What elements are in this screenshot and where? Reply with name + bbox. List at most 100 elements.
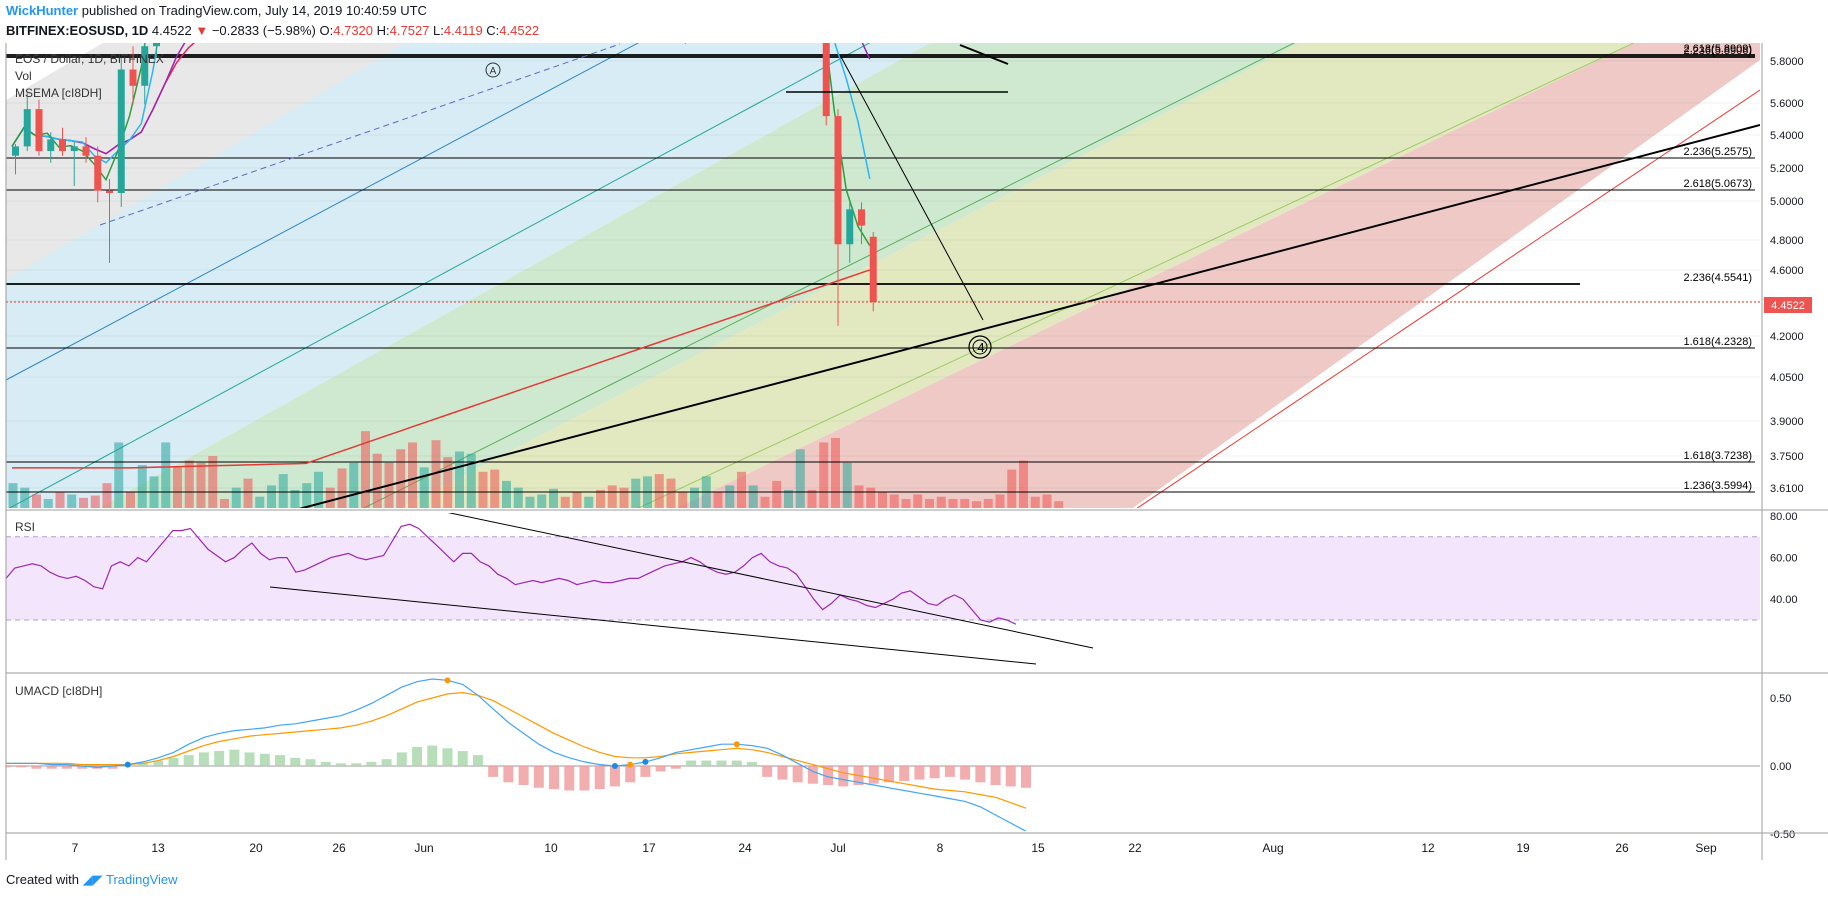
macd-hist-bar (442, 748, 453, 766)
volume-bar (102, 483, 112, 508)
volume-bar (748, 485, 758, 508)
volume-bar (725, 485, 735, 508)
volume-bar (948, 498, 958, 508)
price-axis-label: 3.9000 (1770, 416, 1804, 428)
price-axis[interactable]: 5.8000 5.6000 5.4000 5.2000 5.0000 4.8000 4.60… (1770, 56, 1804, 495)
fib-label: 2.618(5.8909) (1684, 43, 1753, 55)
price-axis-label: 5.0000 (1770, 196, 1804, 208)
footer: Created with ◢◤ TradingView (6, 872, 178, 888)
macd-hist-bar (6, 766, 11, 768)
time-axis-label: 15 (1031, 841, 1045, 855)
author-name[interactable]: WickHunter (6, 3, 79, 18)
price-axis-label: 5.4000 (1770, 130, 1804, 142)
volume-bar (243, 478, 253, 508)
volume-bar (267, 485, 276, 508)
time-axis-label: Jul (830, 841, 845, 855)
candle-body (35, 109, 43, 152)
macd-hist-bar (838, 766, 849, 787)
macd-hist-bar (868, 766, 879, 784)
candle-body (834, 116, 842, 245)
volume-bar (537, 494, 547, 508)
tradingview-logo-icon[interactable]: ◢◤ (82, 872, 103, 887)
candle-body (846, 209, 854, 245)
macd-cross-dot (627, 761, 634, 768)
candle-body (94, 155, 102, 191)
volume-bar (878, 492, 887, 508)
marker-4-label: 4 (977, 340, 984, 355)
legend-vol: Vol (15, 69, 32, 83)
down-arrow-icon: ▼ (195, 23, 209, 38)
close-value: 4.4522 (499, 23, 540, 38)
price-pane[interactable]: A 4 (6, 0, 1760, 560)
macd-hist-bar (670, 766, 681, 769)
volume-bar (419, 467, 429, 508)
macd-hist-bar (792, 766, 803, 783)
time-axis-label: 7 (72, 841, 79, 855)
fib-label: 2.236(4.5541) (1684, 272, 1753, 284)
volume-bar (607, 485, 617, 508)
rsi-band (6, 536, 1760, 620)
volume-bar (114, 442, 124, 508)
time-axis-label: 19 (1516, 841, 1530, 855)
rsi-pane[interactable] (6, 510, 1760, 665)
trendline-support (298, 124, 1760, 508)
volume-bar (525, 496, 535, 508)
volume-bar (584, 496, 594, 508)
macd-histogram (6, 745, 1031, 791)
macd-hist-bar (77, 766, 88, 769)
macd-hist-bar (655, 766, 666, 772)
publish-header: WickHunter published on TradingView.com,… (0, 0, 1828, 22)
price-axis-label: 5.2000 (1770, 163, 1804, 175)
fib-label: 1.618(3.7238) (1684, 450, 1753, 462)
close-label: C: (486, 23, 500, 38)
rsi-axis-label: 40.00 (1770, 594, 1798, 606)
volume-bar (90, 495, 100, 508)
volume-bar (161, 442, 171, 508)
macd-cross-dot (642, 758, 649, 765)
macd-hist-bar (107, 766, 118, 769)
volume-bar (596, 489, 605, 508)
candle-body (153, 43, 160, 47)
rsi-axis-label: 80.00 (1770, 511, 1798, 523)
volume-bar (819, 442, 829, 508)
fib-lines (6, 54, 1755, 493)
macd-hist-bar (198, 752, 209, 766)
macd-hist-bar (457, 751, 468, 766)
macd-hist-bar (412, 746, 423, 766)
volume-bar (690, 487, 699, 508)
volume-bar (713, 492, 723, 508)
high-value: 4.7527 (389, 23, 430, 38)
macd-hist-bar (609, 766, 620, 787)
time-axis[interactable]: 7 13 20 26 Jun 10 17 24 Jul 8 15 22 Aug 12 19 26 Sep (72, 841, 1717, 855)
volume-bar (960, 498, 970, 508)
macd-cross-dot (444, 677, 451, 684)
candle-body (822, 43, 830, 117)
volume-bar (831, 437, 840, 508)
price-axis-label: 4.2000 (1770, 331, 1804, 343)
macd-hist-bar (686, 760, 697, 766)
volume-bar (20, 487, 30, 508)
time-axis-label: 13 (151, 841, 165, 855)
rsi-resistance-line (447, 513, 1094, 649)
candle-body (106, 190, 113, 194)
volume-bar (913, 494, 923, 508)
volume-bar (631, 478, 641, 508)
tradingview-brand[interactable]: TradingView (106, 872, 178, 887)
macd-hist-bar (579, 766, 590, 791)
macd-hist-bar (168, 757, 179, 766)
macd-axis-label: -0.50 (1770, 829, 1795, 841)
macd-pane[interactable] (1, 677, 1760, 831)
volume-bar (925, 498, 934, 508)
macd-hist-bar (823, 766, 834, 786)
volume-bar (995, 494, 1005, 508)
volume-bar (231, 487, 241, 508)
rsi-axis: 80.00 60.00 40.00 (1770, 511, 1798, 606)
macd-hist-bar (16, 766, 27, 768)
volume-bar (842, 462, 852, 508)
time-axis-label: Aug (1262, 841, 1283, 855)
macd-hist-bar (31, 766, 42, 769)
macd-hist-bar (61, 766, 72, 769)
macd-hist-bar (716, 760, 727, 766)
macd-hist-bar (396, 752, 407, 766)
